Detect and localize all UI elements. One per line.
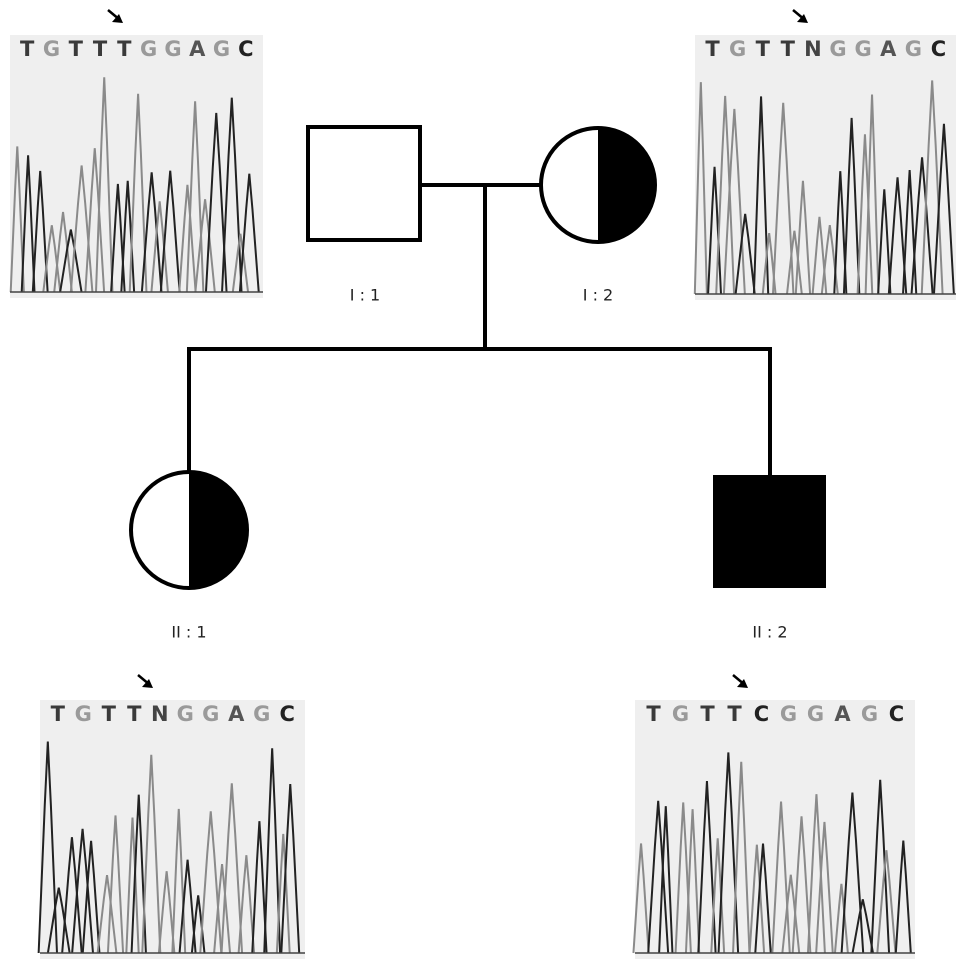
node-label: I : 2: [583, 286, 613, 305]
male-unaffected: [308, 127, 420, 240]
base-letter: G: [780, 702, 797, 726]
arrow: [108, 10, 123, 23]
base-letter: A: [189, 37, 206, 61]
base-letter: G: [829, 37, 846, 61]
base-letter: A: [880, 37, 897, 61]
base-letter: T: [69, 37, 84, 61]
pedigree-lines: [189, 185, 770, 477]
arrow: [138, 675, 153, 688]
base-letter: G: [213, 37, 230, 61]
carrier-half: [189, 472, 247, 588]
page: I : 1 I : 2 II : 1 II : 2 TGTTTGGAGCTGTT…: [0, 0, 956, 959]
base-letter: T: [700, 702, 715, 726]
base-letter: C: [238, 37, 253, 61]
base-letter: G: [807, 702, 824, 726]
base-letter: G: [75, 702, 92, 726]
base-letter: G: [729, 37, 746, 61]
base-letter: T: [20, 37, 35, 61]
base-letter: G: [43, 37, 60, 61]
pedigree-figure: I : 1 I : 2 II : 1 II : 2 TGTTTGGAGCTGTT…: [0, 0, 956, 959]
female-carrier: [131, 472, 247, 588]
base-letter: T: [727, 702, 742, 726]
node-label: I : 1: [350, 286, 380, 305]
base-letter: T: [93, 37, 108, 61]
base-letter: C: [280, 702, 295, 726]
base-letter: T: [127, 702, 142, 726]
base-letter: A: [834, 702, 851, 726]
base-letter: N: [804, 37, 822, 61]
base-letter: G: [164, 37, 181, 61]
base-letter: T: [102, 702, 117, 726]
base-letter: C: [889, 702, 904, 726]
arrow: [793, 10, 808, 23]
base-letter: N: [151, 702, 169, 726]
base-letter: T: [756, 37, 771, 61]
base-letter: G: [855, 37, 872, 61]
node-label: II : 1: [171, 623, 206, 642]
base-letter: T: [646, 702, 661, 726]
base-letter: G: [672, 702, 689, 726]
base-letter: G: [177, 702, 194, 726]
base-letter: G: [905, 37, 922, 61]
male-affected: [713, 475, 826, 588]
base-letter: G: [140, 37, 157, 61]
female-carrier: [541, 128, 655, 242]
node-label: II : 2: [752, 623, 787, 642]
base-letter: T: [51, 702, 66, 726]
base-letter: T: [117, 37, 132, 61]
base-letter: T: [781, 37, 796, 61]
base-letter: G: [253, 702, 270, 726]
base-letter: C: [931, 37, 946, 61]
base-letter: T: [705, 37, 720, 61]
base-letter: C: [754, 702, 769, 726]
carrier-half: [598, 128, 655, 242]
base-letter: G: [861, 702, 878, 726]
base-letter: G: [202, 702, 219, 726]
base-letter: A: [228, 702, 245, 726]
arrow: [733, 675, 748, 688]
